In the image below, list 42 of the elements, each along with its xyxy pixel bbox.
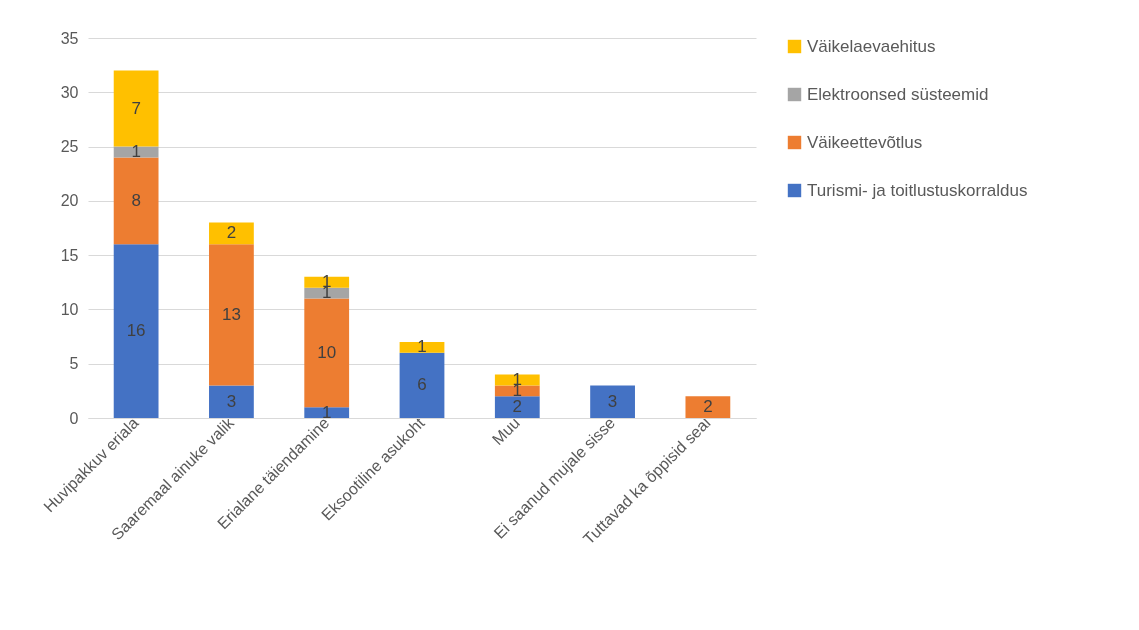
data-label: 16: [126, 321, 146, 341]
bar: [304, 298, 350, 408]
data-label: 1: [417, 337, 427, 357]
bar: [304, 276, 350, 288]
y-tick-label: 5: [69, 355, 79, 373]
bar: [113, 244, 159, 418]
bar: [209, 222, 254, 245]
data-label: 1: [131, 142, 141, 161]
legend-label: Turismi- ja toitlustuskorraldus: [807, 180, 1028, 200]
bar: [209, 385, 254, 418]
legend-label: Väikeettevõtlus: [807, 132, 923, 152]
y-tick-label: 15: [60, 246, 79, 264]
data-label: 6: [417, 375, 427, 395]
data-label: 2: [703, 397, 713, 417]
bar: [399, 342, 445, 353]
bar: [590, 385, 635, 418]
y-tick-label: 0: [69, 409, 79, 427]
data-label: 2: [226, 223, 237, 243]
y-tick-label: 10: [60, 300, 79, 318]
data-label: 3: [607, 391, 618, 411]
data-label: 3: [226, 391, 237, 411]
data-label: 10: [317, 342, 337, 362]
bar: [304, 287, 350, 299]
data-label: 8: [131, 190, 141, 210]
x-tick-label: Muu: [488, 414, 523, 449]
data-label: 2: [512, 397, 523, 417]
y-tick-label: 30: [60, 83, 79, 101]
y-tick-label: 35: [60, 29, 79, 47]
legend-label: Elektroonsed süsteemid: [807, 84, 989, 104]
bar: [209, 244, 254, 386]
data-label: 7: [131, 98, 141, 118]
bar: [494, 396, 540, 418]
bar: [113, 157, 159, 245]
bar: [494, 385, 540, 397]
y-tick-label: 20: [60, 192, 79, 210]
bar: [399, 352, 445, 418]
bar: [113, 70, 159, 147]
bar: [685, 396, 731, 418]
bar: [304, 407, 350, 418]
y-tick-label: 25: [60, 138, 79, 156]
data-label: 13: [221, 304, 241, 324]
legend-label: Väikelaevaehitus: [807, 36, 936, 56]
